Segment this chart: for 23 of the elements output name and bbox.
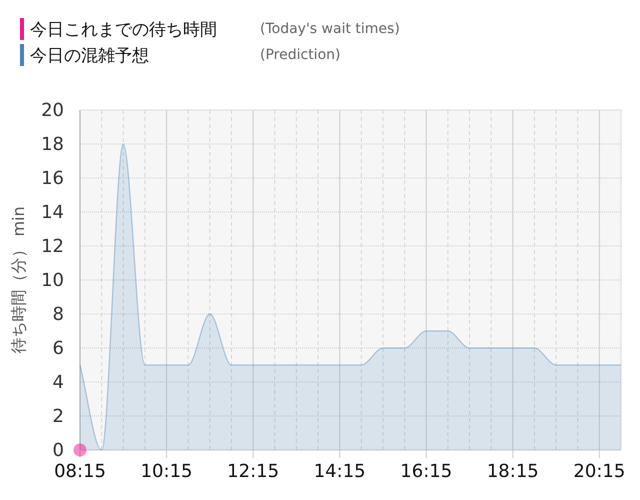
y-tick-label: 6 [52,338,64,359]
x-tick-label: 16:15 [400,461,452,482]
text: (Today's wait times) [260,21,400,37]
y-tick-label: 14 [41,202,64,223]
y-tick-label: 20 [41,100,64,121]
y-tick-label: 16 [41,168,64,189]
x-tick-label: 12:15 [227,461,280,482]
x-tick-label: 18:15 [486,461,539,482]
y-tick-label: 18 [41,134,64,155]
x-tick-label: 10:15 [140,461,192,482]
y-tick-label: 4 [52,372,64,393]
x-tick-label: 08:15 [54,461,106,482]
y-axis-title: 待ち時間（分） min [9,206,28,354]
y-tick-label: 0 [52,440,64,461]
text: (Prediction) [260,47,340,63]
y-tick-label: 10 [41,270,64,291]
x-tick-label: 14:15 [314,461,366,482]
y-tick-label: 2 [52,406,64,427]
y-tick-label: 12 [41,236,64,257]
x-tick-label: 20:15 [573,461,626,482]
legend-label: 今日の混雑予想 [30,46,149,66]
legend-label: 今日これまでの待ち時間 [30,20,217,40]
y-tick-label: 8 [52,304,64,325]
